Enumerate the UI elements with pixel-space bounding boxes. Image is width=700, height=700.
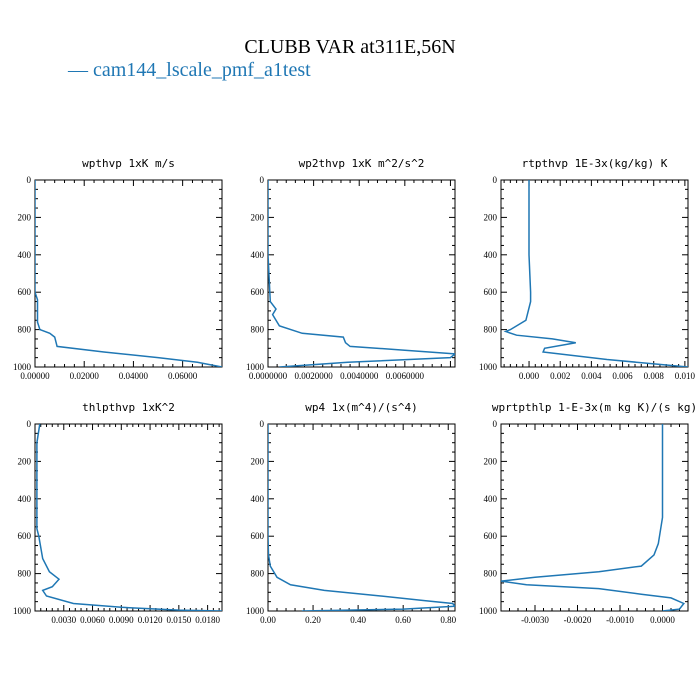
x-tick-label: 0.0040000 bbox=[340, 371, 379, 381]
y-tick-label: 800 bbox=[251, 569, 265, 579]
y-tick-label: 1000 bbox=[13, 606, 32, 616]
x-tick-label: -0.0020 bbox=[564, 615, 592, 625]
y-tick-label: 1000 bbox=[246, 362, 265, 372]
x-tick-label: 0.02000 bbox=[70, 371, 100, 381]
series-line bbox=[503, 180, 688, 367]
x-tick-label: 0.06000 bbox=[168, 371, 198, 381]
y-tick-label: 0 bbox=[27, 419, 32, 429]
y-tick-label: 0 bbox=[260, 175, 265, 185]
y-tick-label: 200 bbox=[251, 212, 265, 222]
x-tick-label: 0.0180 bbox=[195, 615, 220, 625]
x-tick-label: 0.002 bbox=[550, 371, 570, 381]
x-tick-label: 0.0150 bbox=[166, 615, 191, 625]
y-tick-label: 600 bbox=[484, 287, 498, 297]
y-tick-label: 600 bbox=[18, 531, 32, 541]
x-tick-label: 0.0060000 bbox=[386, 371, 425, 381]
series-line bbox=[35, 180, 222, 367]
series-line bbox=[501, 424, 685, 611]
y-tick-label: 600 bbox=[18, 287, 32, 297]
y-tick-label: 1000 bbox=[246, 606, 265, 616]
y-tick-label: 0 bbox=[27, 175, 32, 185]
x-tick-label: 0.20 bbox=[305, 615, 321, 625]
y-tick-label: 800 bbox=[18, 569, 32, 579]
panel-4: thlpthvp 1xK^2 0 200 400 600 800 1000 0.0030 0.0… bbox=[13, 401, 223, 625]
y-tick-label: 0 bbox=[493, 175, 498, 185]
y-tick-label: 1000 bbox=[479, 606, 498, 616]
x-tick-label: 0.0000 bbox=[650, 615, 675, 625]
panel-title: rtpthvp 1E-3x(kg/kg) K bbox=[522, 157, 668, 170]
x-tick-label: 0.0020000 bbox=[294, 371, 333, 381]
x-tick-label: 0.60 bbox=[395, 615, 411, 625]
y-tick-label: 200 bbox=[484, 456, 498, 466]
y-tick-label: 200 bbox=[251, 456, 265, 466]
panel-title: wp2thvp 1xK m^2/s^2 bbox=[299, 157, 425, 170]
panel-3: rtpthvp 1E-3x(kg/kg) K 0 200 400 600 800 1000 0… bbox=[479, 157, 696, 381]
y-tick-label: 800 bbox=[484, 569, 498, 579]
x-tick-label: 0.006 bbox=[612, 371, 633, 381]
x-tick-label: 0.0060 bbox=[80, 615, 105, 625]
legend-entry: — cam144_lscale_pmf_a1test bbox=[68, 59, 311, 81]
x-tick-label: 0.80 bbox=[440, 615, 456, 625]
panel-6: wprtpthlp 1-E-3x(m kg K)/(s kg) 0 200 400 60… bbox=[479, 401, 697, 625]
panel-title: wprtpthlp 1-E-3x(m kg K)/(s kg) bbox=[492, 401, 697, 414]
series-line bbox=[268, 424, 455, 611]
y-tick-label: 400 bbox=[18, 494, 32, 504]
x-tick-label: 0.40 bbox=[350, 615, 366, 625]
plot-frame bbox=[34, 423, 223, 612]
x-tick-label: 0.010 bbox=[675, 371, 696, 381]
series-line bbox=[268, 180, 455, 367]
x-tick-label: 0.0000000 bbox=[249, 371, 288, 381]
y-tick-label: 400 bbox=[484, 250, 498, 260]
panel-2: wp2thvp 1xK m^2/s^2020040060080010000.00… bbox=[246, 157, 456, 381]
x-tick-label: 0.008 bbox=[644, 371, 665, 381]
y-tick-label: 400 bbox=[251, 494, 265, 504]
y-tick-label: 800 bbox=[484, 325, 498, 335]
x-tick-label: 0.04000 bbox=[119, 371, 149, 381]
x-tick-label: -0.0010 bbox=[606, 615, 634, 625]
series-line bbox=[36, 424, 222, 611]
panel-title: thlpthvp 1xK^2 bbox=[82, 401, 175, 414]
plot-frame bbox=[500, 423, 689, 612]
plot-frame bbox=[34, 179, 223, 368]
x-tick-label: 0.004 bbox=[581, 371, 602, 381]
y-tick-label: 600 bbox=[251, 531, 265, 541]
y-tick-label: 200 bbox=[484, 212, 498, 222]
x-tick-label: 0.00 bbox=[260, 615, 276, 625]
y-tick-label: 1000 bbox=[13, 362, 32, 372]
figure-title: CLUBB VAR at311E,56N bbox=[244, 36, 456, 58]
y-tick-label: 600 bbox=[484, 531, 498, 541]
y-tick-label: 0 bbox=[260, 419, 265, 429]
x-tick-label: -0.0030 bbox=[521, 615, 549, 625]
y-tick-label: 0 bbox=[493, 419, 498, 429]
plot-frame bbox=[267, 423, 456, 612]
y-tick-label: 200 bbox=[18, 456, 32, 466]
y-tick-label: 1000 bbox=[479, 362, 498, 372]
x-tick-label: 0.0030 bbox=[51, 615, 76, 625]
y-tick-label: 400 bbox=[18, 250, 32, 260]
y-tick-label: 800 bbox=[251, 325, 265, 335]
plot-frame bbox=[267, 179, 456, 368]
x-tick-label: 0.000 bbox=[519, 371, 540, 381]
x-tick-label: 0.00000 bbox=[20, 371, 50, 381]
x-tick-label: 0.0090 bbox=[109, 615, 134, 625]
y-tick-label: 400 bbox=[484, 494, 498, 504]
y-tick-label: 200 bbox=[18, 212, 32, 222]
y-tick-label: 400 bbox=[251, 250, 265, 260]
panel-title: wpthvp 1xK m/s bbox=[82, 157, 175, 170]
y-tick-label: 600 bbox=[251, 287, 265, 297]
panel-title: wp4 1x(m^4)/(s^4) bbox=[305, 401, 418, 414]
y-tick-label: 800 bbox=[18, 325, 32, 335]
x-tick-label: 0.0120 bbox=[138, 615, 163, 625]
